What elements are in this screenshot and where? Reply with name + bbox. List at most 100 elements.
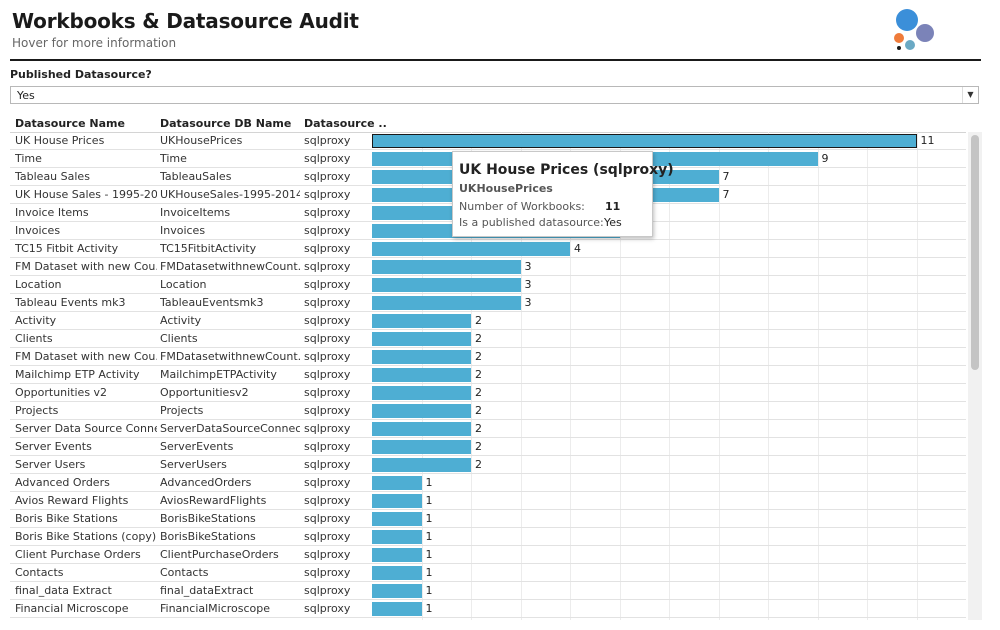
datasource-name-cell: UK House Sales - 1995-20.. (15, 188, 157, 201)
table-row[interactable]: TC15 Fitbit Activity TC15FitbitActivity sq… (10, 240, 966, 258)
table-row[interactable]: Server Data Source Conne.. ServerDataSour… (10, 420, 966, 438)
published-datasource-dropdown[interactable]: Yes ▼ (10, 86, 979, 104)
datasource-db-name-cell: MailchimpETPActivity (160, 368, 277, 381)
bar[interactable] (372, 368, 471, 382)
gridline (718, 132, 720, 620)
table-row[interactable]: Projects Projects sqlproxy 2 (10, 402, 966, 420)
bar[interactable] (372, 476, 422, 490)
table-row[interactable]: Boris Bike Stations (copy) BorisBikeStati… (10, 528, 966, 546)
datasource-db-name-cell: Projects (160, 404, 204, 417)
table-row[interactable]: Contacts Contacts sqlproxy 1 (10, 564, 966, 582)
bar-value-label: 2 (475, 440, 482, 453)
table-row[interactable]: Opportunities v2 Opportunitiesv2 sqlproxy 2 (10, 384, 966, 402)
bar[interactable] (372, 458, 471, 472)
datasource-type-cell: sqlproxy (304, 188, 351, 201)
datasource-name-cell: Server Data Source Conne.. (15, 422, 157, 435)
column-header-datasource-db-name[interactable]: Datasource DB Name (160, 117, 292, 130)
vertical-scrollbar[interactable] (968, 132, 982, 620)
chevron-down-icon[interactable]: ▼ (962, 87, 978, 103)
datasource-type-cell: sqlproxy (304, 170, 351, 183)
datasource-name-cell: UK House Prices (15, 134, 105, 147)
bar[interactable] (372, 386, 471, 400)
bar[interactable] (372, 332, 471, 346)
bar[interactable] (372, 314, 471, 328)
datasource-type-cell: sqlproxy (304, 260, 351, 273)
tooltip-db-name: UKHousePrices (459, 182, 553, 195)
table-row[interactable]: Clients Clients sqlproxy 2 (10, 330, 966, 348)
scrollbar-thumb[interactable] (971, 135, 979, 370)
column-header-datasource-type[interactable]: Datasource .. (304, 117, 387, 130)
bar-value-label: 1 (425, 566, 433, 579)
bar[interactable] (372, 512, 422, 526)
bar[interactable] (372, 602, 422, 616)
bar[interactable] (372, 242, 570, 256)
table-row[interactable]: FM Dataset with new Cou.. FMDatasetwithne… (10, 258, 966, 276)
datasource-db-name-cell: UKHouseSales-1995-2014 (160, 188, 300, 201)
datasource-type-cell: sqlproxy (304, 440, 351, 453)
bar[interactable] (372, 548, 422, 562)
datasource-name-cell: Invoices (15, 224, 61, 237)
datasource-name-cell: Projects (15, 404, 59, 417)
bar[interactable] (372, 566, 422, 580)
datasource-db-name-cell: TableauSales (160, 170, 232, 183)
datasource-db-name-cell: FMDatasetwithnewCount.. (160, 260, 300, 273)
table-row[interactable]: Mailchimp ETP Activity MailchimpETPActivi… (10, 366, 966, 384)
table-row[interactable]: Client Purchase Orders ClientPurchaseOrde… (10, 546, 966, 564)
table-row[interactable]: Boris Bike Stations BorisBikeStations sqlp… (10, 510, 966, 528)
bar-value-label: 1 (425, 512, 433, 525)
datasource-name-cell: Financial Microscope (15, 602, 129, 615)
datasource-db-name-cell: TC15FitbitActivity (160, 242, 257, 255)
logo-dot-teal (905, 40, 915, 50)
bar[interactable] (372, 260, 521, 274)
datasource-type-cell: sqlproxy (304, 602, 351, 615)
table-row[interactable]: Activity Activity sqlproxy 2 (10, 312, 966, 330)
gridline (916, 132, 918, 620)
bar-value-label: 1 (425, 494, 433, 507)
bar[interactable] (372, 494, 422, 508)
bar-value-label: 3 (524, 278, 532, 291)
datasource-type-cell: sqlproxy (304, 458, 351, 471)
table-row[interactable]: Location Location sqlproxy 3 (10, 276, 966, 294)
datasource-name-cell: Activity (15, 314, 57, 327)
gridline (570, 132, 571, 620)
table-row[interactable]: Tableau Events mk3 TableauEventsmk3 sqlpro… (10, 294, 966, 312)
column-header-datasource-name[interactable]: Datasource Name (15, 117, 125, 130)
bar[interactable] (372, 422, 471, 436)
logo-icon (894, 9, 934, 50)
datasource-db-name-cell: BorisBikeStations (160, 512, 256, 525)
bar[interactable] (372, 404, 471, 418)
datasource-name-cell: Tableau Sales (15, 170, 90, 183)
gridline (669, 132, 670, 620)
bar-value-label: 2 (475, 368, 482, 381)
datasource-type-cell: sqlproxy (304, 566, 351, 579)
bar[interactable] (372, 350, 471, 364)
bar[interactable] (372, 530, 422, 544)
datasource-db-name-cell: Time (160, 152, 187, 165)
datasource-name-cell: final_data Extract (15, 584, 112, 597)
datasource-db-name-cell: TableauEventsmk3 (160, 296, 264, 309)
table-row[interactable]: Avios Reward Flights AviosRewardFlights sq… (10, 492, 966, 510)
datasource-type-cell: sqlproxy (304, 530, 351, 543)
bar[interactable] (372, 296, 521, 310)
table-row[interactable]: Advanced Orders AdvancedOrders sqlproxy 1 (10, 474, 966, 492)
bar-value-label: 2 (475, 350, 482, 363)
bar-value-label: 11 (920, 134, 935, 147)
logo-dot-blue (896, 9, 918, 31)
bar[interactable] (372, 278, 521, 292)
bar[interactable] (372, 134, 917, 148)
datasource-type-cell: sqlproxy (304, 422, 351, 435)
table-row[interactable]: FM Dataset with new Cou.. FMDatasetwithne… (10, 348, 966, 366)
datasource-db-name-cell: Location (160, 278, 207, 291)
table-row[interactable]: UK House Prices UKHousePrices sqlproxy 11 (10, 132, 966, 150)
bar[interactable] (372, 584, 422, 598)
bar-value-label: 2 (475, 422, 482, 435)
datasource-type-cell: sqlproxy (304, 476, 351, 489)
bar[interactable] (372, 440, 471, 454)
bar-value-label: 1 (425, 584, 433, 597)
datasource-type-cell: sqlproxy (304, 512, 351, 525)
table-row[interactable]: Server Events ServerEvents sqlproxy 2 (10, 438, 966, 456)
table-row[interactable]: final_data Extract final_dataExtract sqlpr… (10, 582, 966, 600)
table-row[interactable]: Server Users ServerUsers sqlproxy 2 (10, 456, 966, 474)
page-title: Workbooks & Datasource Audit (12, 9, 359, 33)
table-row[interactable]: Financial Microscope FinancialMicroscope s… (10, 600, 966, 618)
